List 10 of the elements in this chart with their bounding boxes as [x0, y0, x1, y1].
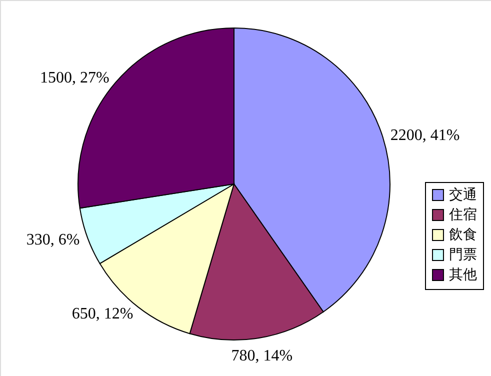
legend-label: 住宿 [448, 207, 477, 223]
data-label: 330, 6% [26, 232, 80, 248]
data-label: 1500, 27% [40, 69, 110, 86]
legend-label: 門票 [449, 247, 477, 263]
legend-label: 其他 [449, 267, 477, 283]
data-label: 650, 12% [72, 305, 134, 322]
legend-label: 飲食 [449, 227, 477, 243]
data-label: 780, 14% [231, 348, 293, 365]
legend-label: 交通 [449, 187, 477, 203]
data-label: 2200, 41% [390, 126, 460, 144]
